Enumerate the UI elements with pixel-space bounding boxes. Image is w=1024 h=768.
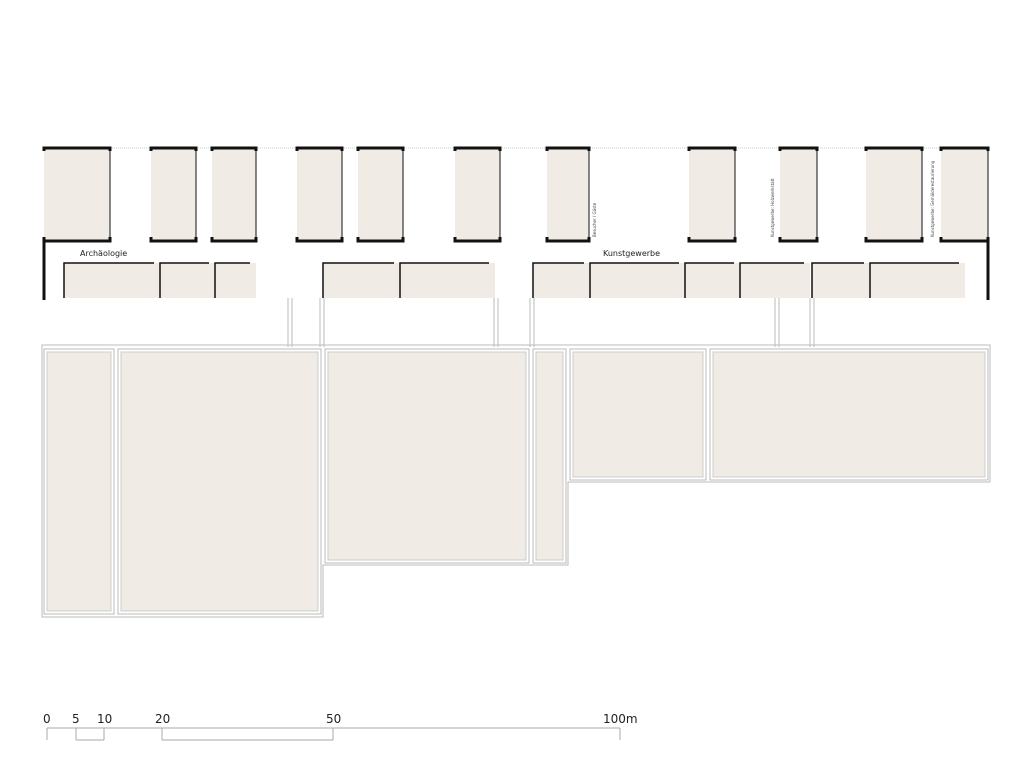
scale-tick-50: 50 xyxy=(326,712,341,726)
hall-outline xyxy=(569,348,707,481)
room xyxy=(215,263,256,298)
room-wall xyxy=(739,262,804,298)
room xyxy=(212,149,256,241)
scale-tick-5: 5 xyxy=(72,712,80,726)
room xyxy=(740,263,810,298)
label-woodshop: Kunstgewerbe: Holzwerkstatt xyxy=(770,178,775,237)
room xyxy=(870,263,965,298)
label-archaeology: Archäologie xyxy=(80,249,127,258)
label-restoration: Kunstgewerbe: Gemälderestaurierung xyxy=(930,160,935,237)
room xyxy=(812,263,870,298)
hall xyxy=(46,351,112,612)
room-wall xyxy=(532,262,584,298)
hall xyxy=(120,351,319,612)
room xyxy=(533,263,590,298)
room-wall xyxy=(42,146,112,243)
room-wall xyxy=(399,262,489,298)
exhibition-halls xyxy=(41,344,991,618)
room-wall xyxy=(687,146,737,243)
scale-bar: 0 5 10 20 50 100m xyxy=(43,712,638,741)
bridge xyxy=(493,298,535,347)
room xyxy=(323,263,400,298)
bridge xyxy=(774,298,815,347)
scale-tick-20: 20 xyxy=(155,712,170,726)
room-wall xyxy=(210,146,258,243)
room-wall xyxy=(149,146,198,243)
bridge xyxy=(287,298,325,347)
room-wall xyxy=(869,262,959,298)
room-wall xyxy=(63,262,154,298)
room-wall xyxy=(939,146,990,243)
room-wall xyxy=(589,262,679,298)
hall-outline xyxy=(709,348,989,481)
room xyxy=(780,149,817,241)
hall-outline xyxy=(43,348,115,615)
room xyxy=(685,263,740,298)
room-wall xyxy=(159,262,209,298)
room xyxy=(455,149,500,241)
room xyxy=(400,263,495,298)
room-wall xyxy=(778,146,819,243)
room xyxy=(64,263,160,298)
room xyxy=(297,149,342,241)
hall xyxy=(327,351,527,561)
hall xyxy=(572,351,704,478)
hall xyxy=(535,351,564,561)
room xyxy=(689,149,735,241)
scale-tick-100: 100m xyxy=(603,712,638,726)
room-wall xyxy=(322,262,394,298)
room-wall xyxy=(453,146,502,243)
room xyxy=(547,149,589,241)
room xyxy=(160,263,215,298)
room xyxy=(590,263,685,298)
room-wall xyxy=(864,146,924,243)
hall xyxy=(712,351,986,478)
room xyxy=(151,149,196,241)
room-wall xyxy=(545,146,591,243)
room-wall xyxy=(684,262,734,298)
label-applied-arts: Kunstgewerbe xyxy=(603,249,660,258)
room xyxy=(44,149,110,241)
hall-outline xyxy=(117,348,322,615)
room xyxy=(866,149,922,241)
room xyxy=(941,149,988,241)
hall-outline xyxy=(532,348,567,564)
room-wall xyxy=(214,262,250,298)
room-wall xyxy=(295,146,344,243)
room-wall xyxy=(356,146,405,243)
scale-tick-0: 0 xyxy=(43,712,51,726)
scale-tick-10: 10 xyxy=(97,712,112,726)
upper-wing xyxy=(42,146,990,347)
label-visitors: Besucher / Gäste xyxy=(592,202,597,237)
hall-outline xyxy=(324,348,530,564)
room xyxy=(358,149,403,241)
room-wall xyxy=(811,262,864,298)
